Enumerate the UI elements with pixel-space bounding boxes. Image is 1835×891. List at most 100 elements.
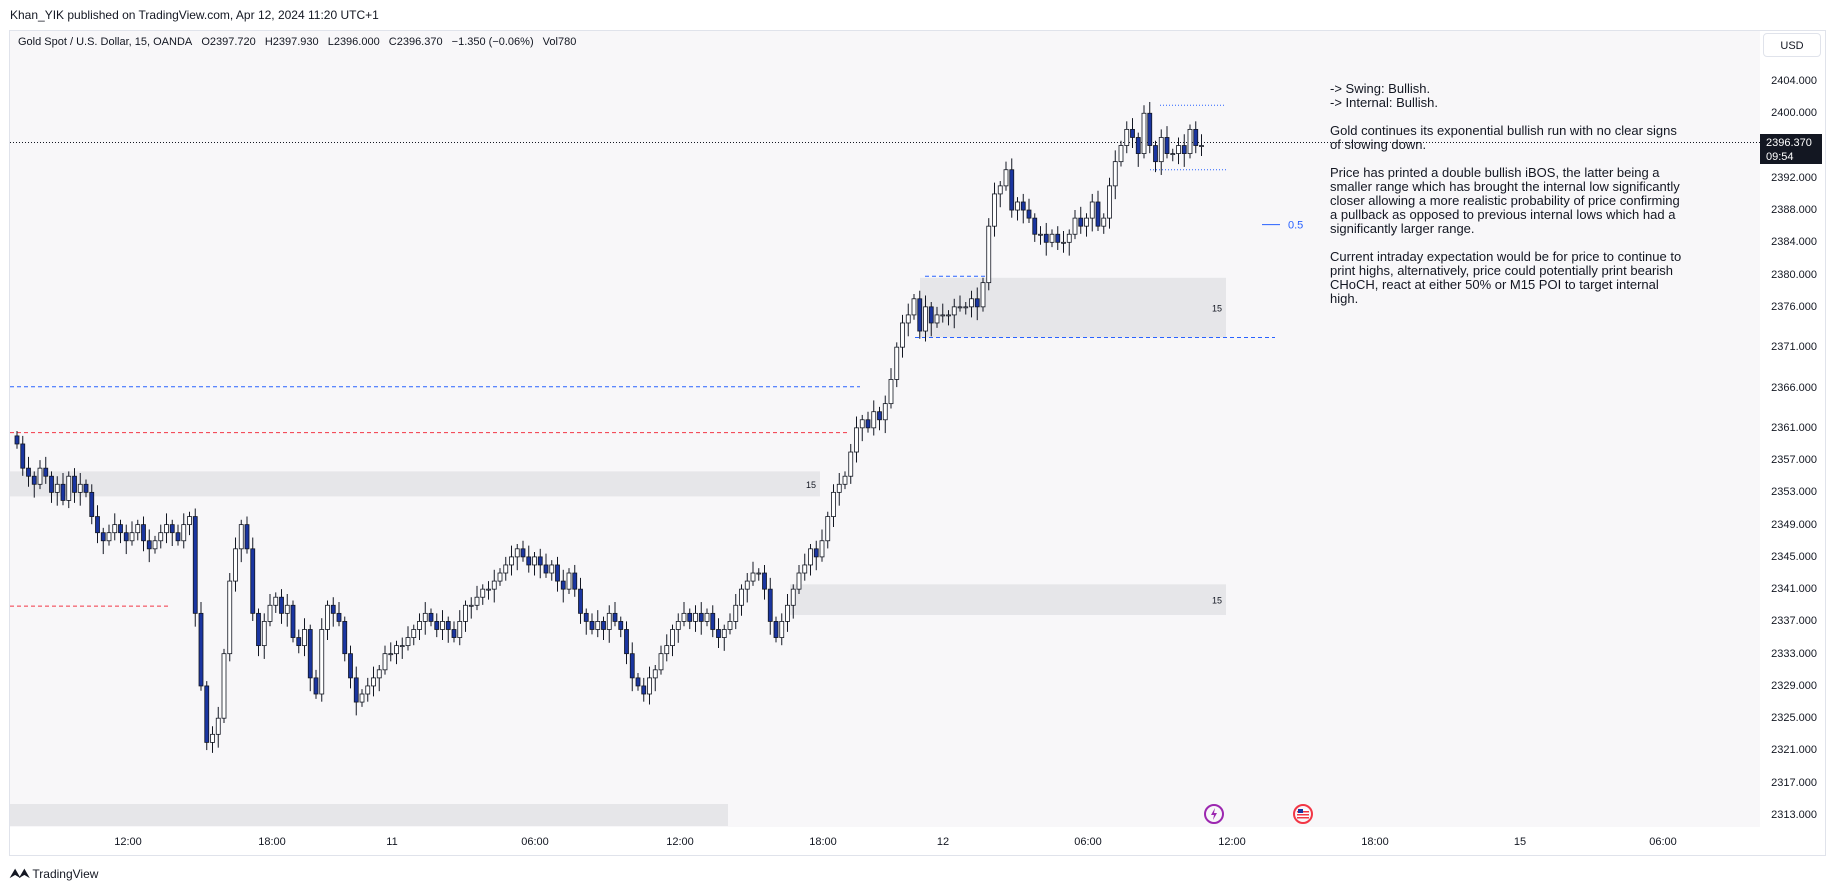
candle-body [952, 307, 956, 315]
us-flag-event-icon[interactable] [1293, 804, 1313, 824]
price-tick-label: 2333.000 [1771, 648, 1817, 660]
candle-body [1148, 113, 1152, 145]
candle-body [929, 307, 933, 323]
candle-body [596, 621, 600, 629]
candle-body [228, 581, 232, 654]
candle-body [510, 557, 514, 565]
fib-level-label: 0.5 [1288, 220, 1303, 232]
candle-body [1085, 218, 1089, 226]
candle-body [935, 315, 939, 323]
zone-label: 15 [1212, 304, 1222, 314]
candle-body [90, 492, 94, 516]
candle-body [142, 525, 146, 541]
candle-body [1119, 146, 1123, 162]
candle-body [147, 541, 151, 549]
candle-body [1027, 210, 1031, 218]
candle-body [1050, 234, 1054, 242]
price-tick-label: 2325.000 [1771, 712, 1817, 724]
candle-body [320, 629, 324, 694]
candle-body [406, 638, 410, 646]
currency-button[interactable]: USD [1763, 33, 1821, 57]
price-tick-label: 2400.000 [1771, 107, 1817, 119]
candle-body [1188, 129, 1192, 153]
candle-body [688, 613, 692, 621]
lightning-icon[interactable] [1204, 804, 1224, 824]
candle-body [372, 678, 376, 686]
candle-body [107, 533, 111, 541]
candle-body [728, 621, 732, 629]
last-price-value: 2396.370 [1766, 136, 1822, 150]
candle-body [1016, 202, 1020, 210]
candle-body [745, 581, 749, 589]
candle-body [958, 307, 962, 308]
candle-body [251, 549, 255, 614]
candle-body [418, 621, 422, 629]
candle-body [1033, 218, 1037, 234]
price-tick-label: 2384.000 [1771, 236, 1817, 248]
candle-body [872, 412, 876, 428]
footer-brand-text: TradingView [32, 867, 98, 881]
last-price-tag: 2396.370 09:54 [1760, 134, 1822, 164]
candle-body [768, 589, 772, 621]
time-tick-label: 11 [386, 836, 397, 848]
candle-body [1194, 129, 1198, 145]
candle-body [849, 452, 853, 476]
candle-body [757, 573, 761, 574]
candle-body [878, 412, 882, 420]
candle-body [722, 629, 726, 637]
candle-body [998, 186, 1002, 194]
candle-body [1039, 234, 1043, 235]
candle-body [481, 589, 485, 597]
analysis-note[interactable]: -> Swing: Bullish. -> Internal: Bullish.… [1330, 82, 1690, 306]
candle-body [136, 525, 140, 533]
time-tick-label: 12 [937, 836, 949, 848]
candle-body [671, 629, 675, 645]
poi-zone [790, 584, 1226, 615]
candle-body [659, 654, 663, 670]
time-tick-label: 15 [1514, 836, 1526, 848]
candle-body [176, 533, 180, 541]
candle-body [717, 629, 721, 637]
candle-body [924, 307, 928, 331]
candle-body [567, 573, 571, 589]
candle-body [987, 226, 991, 282]
candle-body [153, 541, 157, 549]
candle-body [435, 621, 439, 629]
time-tick-label: 18:00 [258, 836, 286, 848]
candle-body [27, 468, 31, 476]
price-tick-label: 2380.000 [1771, 269, 1817, 281]
legend-high: H2397.930 [265, 36, 319, 48]
candle-body [826, 517, 830, 541]
candle-body [395, 646, 399, 654]
price-tick-label: 2404.000 [1771, 75, 1817, 87]
candle-body [487, 589, 491, 590]
candle-body [584, 613, 588, 621]
candle-body [699, 613, 703, 621]
candle-body [1010, 170, 1014, 210]
candle-body [326, 605, 330, 629]
candle-body [1142, 113, 1146, 153]
candle-body [642, 686, 646, 694]
candle-body [981, 283, 985, 307]
candle-body [538, 557, 542, 565]
candle-body [763, 573, 767, 589]
candle-body [285, 605, 289, 613]
candle-body [119, 525, 123, 533]
candle-body [855, 428, 859, 452]
candle-body [44, 468, 48, 476]
legend-symbol: Gold Spot / U.S. Dollar, 15, OANDA [18, 36, 192, 48]
candle-body [239, 525, 243, 549]
price-tick-label: 2392.000 [1771, 172, 1817, 184]
price-tick-label: 2357.000 [1771, 454, 1817, 466]
footer-brand[interactable]: ⮝⮝ TradingView [10, 866, 98, 881]
price-tick-label: 2337.000 [1771, 615, 1817, 627]
time-tick-label: 12:00 [1218, 836, 1246, 848]
candle-body [941, 315, 945, 316]
candle-body [975, 299, 979, 307]
candle-body [820, 541, 824, 557]
candle-body [1067, 234, 1071, 242]
price-tick-label: 2366.000 [1771, 382, 1817, 394]
candle-body [50, 476, 54, 492]
candle-body [331, 605, 335, 613]
candle-body [665, 646, 669, 654]
